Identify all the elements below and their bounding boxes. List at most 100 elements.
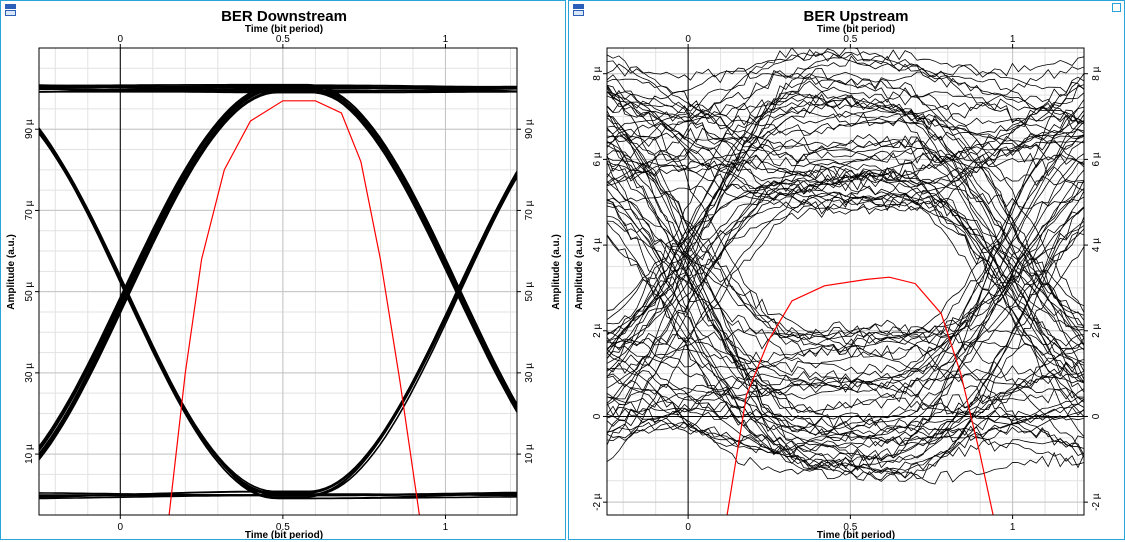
y-tick-label-right: 30 µ xyxy=(524,363,535,383)
eye-trace xyxy=(39,88,517,448)
eye-trace xyxy=(39,84,517,413)
eye-trace xyxy=(39,85,517,405)
y-tick-label-right: 2 µ xyxy=(1091,323,1102,337)
x-tick-label-bottom: 1 xyxy=(1010,522,1016,533)
x-tick-label-top: 0.5 xyxy=(276,34,290,45)
x-tick-label-top: 0 xyxy=(685,34,691,45)
y-tick-label-left: 70 µ xyxy=(24,200,35,220)
grid xyxy=(39,47,517,516)
x-tick-label-bottom: 0 xyxy=(118,522,124,533)
eye-trace xyxy=(607,155,1084,456)
eye-trace xyxy=(607,202,1084,485)
eye-trace xyxy=(39,87,517,92)
y-tick-label-left: 8 µ xyxy=(592,66,603,80)
eye-trace xyxy=(607,343,1084,434)
y-tick-label-right: -2 µ xyxy=(1091,493,1102,511)
y-tick-label-left: 10 µ xyxy=(24,444,35,464)
eye-trace xyxy=(607,153,1084,415)
eye-trace xyxy=(607,67,1084,343)
eye-trace xyxy=(607,94,1084,378)
eye-trace xyxy=(607,199,1084,359)
y-tick-label-left: -2 µ xyxy=(592,493,603,511)
x-tick-label-top: 1 xyxy=(1010,34,1016,45)
window-icon[interactable] xyxy=(5,4,16,16)
eye-trace xyxy=(607,331,1084,389)
right-axis-title: Amplitude (a.u.) xyxy=(551,234,562,310)
eye-trace xyxy=(607,64,1084,114)
ber-upstream-panel: BER Upstream Time (bit period) Time (bit… xyxy=(568,0,1125,540)
eye-trace xyxy=(607,48,1084,132)
eye-trace xyxy=(607,169,1084,373)
eye-trace xyxy=(607,109,1084,384)
bottom-axis-title: Time (bit period) xyxy=(817,530,895,540)
ber-upstream-chart: BER Upstream Time (bit period) Time (bit… xyxy=(574,8,1102,540)
eye-trace xyxy=(607,100,1084,131)
y-tick-label-left: 2 µ xyxy=(592,323,603,337)
eye-trace xyxy=(607,232,1084,435)
eye-trace xyxy=(607,234,1084,481)
y-tick-label-right: 90 µ xyxy=(524,119,535,139)
eye-trace xyxy=(39,128,517,500)
x-tick-label-bottom: 0 xyxy=(685,522,691,533)
ber-downstream-panel: BER Downstream Time (bit period) Time (b… xyxy=(0,0,566,540)
eye-trace xyxy=(607,110,1084,469)
maximize-icon[interactable] xyxy=(1112,3,1121,12)
y-tick-label-right: 4 µ xyxy=(1091,238,1102,252)
eye-trace xyxy=(607,55,1084,168)
x-tick-label-top: 0.5 xyxy=(843,34,857,45)
eye-trace xyxy=(607,117,1084,474)
top-axis-title: Time (bit period) xyxy=(245,24,323,35)
y-tick-label-right: 70 µ xyxy=(524,200,535,220)
window-icon[interactable] xyxy=(573,4,584,16)
eye-trace xyxy=(607,161,1084,451)
eye-trace xyxy=(607,106,1084,365)
eye-trace xyxy=(607,166,1084,463)
eye-trace xyxy=(607,136,1084,437)
chart-title: BER Upstream xyxy=(803,8,908,25)
top-axis-title: Time (bit period) xyxy=(817,24,895,35)
y-tick-label-left: 90 µ xyxy=(24,119,35,139)
eye-trace xyxy=(607,84,1084,476)
eye-trace xyxy=(607,387,1084,429)
eye-trace xyxy=(607,359,1084,442)
plot-frame xyxy=(38,47,518,516)
eye-trace xyxy=(607,48,1084,187)
eye-trace xyxy=(607,185,1084,383)
eye-trace xyxy=(607,348,1084,436)
y-tick-label-left: 30 µ xyxy=(24,363,35,383)
eye-trace xyxy=(39,88,517,408)
eye-trace xyxy=(607,95,1084,321)
eye-trace xyxy=(607,114,1084,449)
eye-trace xyxy=(607,141,1084,356)
eye-trace xyxy=(607,150,1084,339)
ber-curve xyxy=(726,276,994,515)
eye-trace xyxy=(39,133,517,493)
y-tick-label-left: 0 xyxy=(592,413,603,419)
x-tick-label-bottom: 0.5 xyxy=(843,522,857,533)
eye-trace xyxy=(607,54,1084,326)
eye-trace xyxy=(607,91,1084,354)
eye-trace xyxy=(607,133,1084,209)
eye-trace xyxy=(607,367,1084,458)
y-tick-label-right: 50 µ xyxy=(524,282,535,302)
eye-trace xyxy=(607,121,1084,400)
eye-trace xyxy=(607,246,1084,482)
eye-trace xyxy=(607,74,1084,212)
eye-trace xyxy=(607,173,1084,391)
eye-trace xyxy=(607,192,1084,446)
eye-trace xyxy=(607,73,1084,459)
eye-trace xyxy=(607,376,1084,456)
eye-trace xyxy=(607,84,1084,190)
eye-trace xyxy=(607,129,1084,389)
eye-trace xyxy=(607,99,1084,427)
left-axis-title: Amplitude (a.u.) xyxy=(574,234,585,310)
eye-trace xyxy=(39,492,517,500)
eye-trace xyxy=(607,84,1084,188)
bottom-axis-title: Time (bit period) xyxy=(245,530,323,540)
ber-downstream-chart: BER Downstream Time (bit period) Time (b… xyxy=(6,8,562,540)
y-tick-label-right: 0 xyxy=(1091,413,1102,419)
eye-trace xyxy=(607,98,1084,138)
x-tick-label-top: 0 xyxy=(118,34,124,45)
eye-trace xyxy=(607,91,1084,400)
eye-trace xyxy=(607,140,1084,325)
